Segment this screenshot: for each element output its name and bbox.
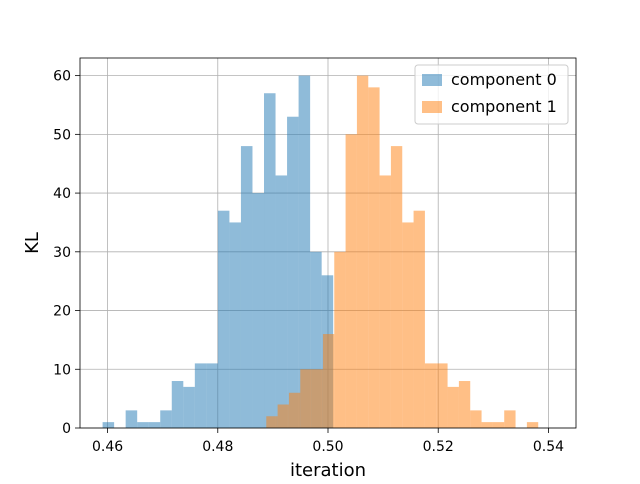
histogram-bar	[390, 146, 403, 428]
histogram-bar	[492, 422, 505, 428]
histogram-bar	[240, 146, 253, 428]
histogram-bar	[470, 410, 482, 428]
x-tick-label: 0.46	[92, 439, 123, 455]
histogram-bar	[436, 363, 448, 428]
y-tick-label: 50	[53, 127, 71, 143]
y-tick-label: 30	[53, 245, 71, 261]
histogram-bar	[345, 134, 357, 428]
histogram-bar	[424, 363, 437, 428]
axis-ticks: 0.46 0.48 0.50 0.52 0.54 0 10 20 30 40 50 60	[53, 69, 564, 455]
histogram-bar	[402, 222, 414, 428]
y-tick-label: 40	[53, 186, 71, 202]
x-axis-label: iteration	[290, 460, 366, 480]
histogram-bar	[481, 422, 493, 428]
histogram-bar	[171, 381, 184, 428]
y-tick-label: 20	[53, 304, 71, 320]
histogram-bar	[102, 422, 115, 428]
histogram-bar	[288, 392, 301, 428]
histogram-bar	[379, 175, 391, 428]
histogram-bar	[206, 363, 218, 428]
grid-lines	[80, 58, 576, 429]
histogram-bars	[102, 75, 539, 428]
histogram-bar	[194, 363, 207, 428]
histogram-bar	[334, 251, 346, 428]
series-1-bars	[266, 75, 539, 428]
histogram-bar	[368, 87, 380, 428]
histogram-bar	[413, 210, 425, 428]
histogram-bar	[137, 422, 149, 428]
legend-swatch	[422, 101, 442, 113]
histogram-bar	[526, 422, 539, 428]
legend-swatch	[422, 74, 442, 86]
histogram-bar	[160, 410, 172, 428]
y-tick-label: 60	[53, 69, 71, 85]
histogram-bar	[183, 386, 195, 428]
histogram-bar	[266, 416, 278, 428]
y-tick-label: 0	[62, 421, 71, 437]
histogram-bar	[447, 386, 459, 428]
histogram-bar	[356, 75, 369, 428]
legend-label: component 1	[451, 97, 557, 116]
histogram-bar	[458, 381, 471, 428]
histogram-bar	[300, 369, 312, 428]
histogram-bar	[298, 75, 311, 428]
legend-label: component 0	[451, 70, 557, 89]
histogram-bar	[277, 404, 289, 428]
histogram-bar	[322, 334, 335, 428]
x-tick-label: 0.52	[423, 439, 454, 455]
legend-box	[414, 64, 569, 125]
histogram-bar	[148, 422, 161, 428]
histogram-bar	[311, 369, 323, 428]
x-tick-label: 0.50	[312, 439, 343, 455]
histogram-bar	[125, 410, 138, 428]
x-tick-label: 0.54	[533, 439, 564, 455]
histogram-bar	[310, 251, 322, 428]
x-tick-label: 0.48	[202, 439, 233, 455]
histogram-bar	[287, 116, 299, 428]
y-axis-label: KL	[22, 232, 43, 254]
histogram-bar	[264, 93, 276, 428]
histogram-bar	[217, 210, 230, 428]
histogram-bar	[229, 222, 241, 428]
histogram-bar	[504, 410, 516, 428]
y-tick-label: 10	[53, 362, 71, 378]
legend: component 0 component 1	[414, 64, 569, 125]
histogram-bar	[275, 175, 288, 428]
histogram-bar	[252, 193, 265, 428]
